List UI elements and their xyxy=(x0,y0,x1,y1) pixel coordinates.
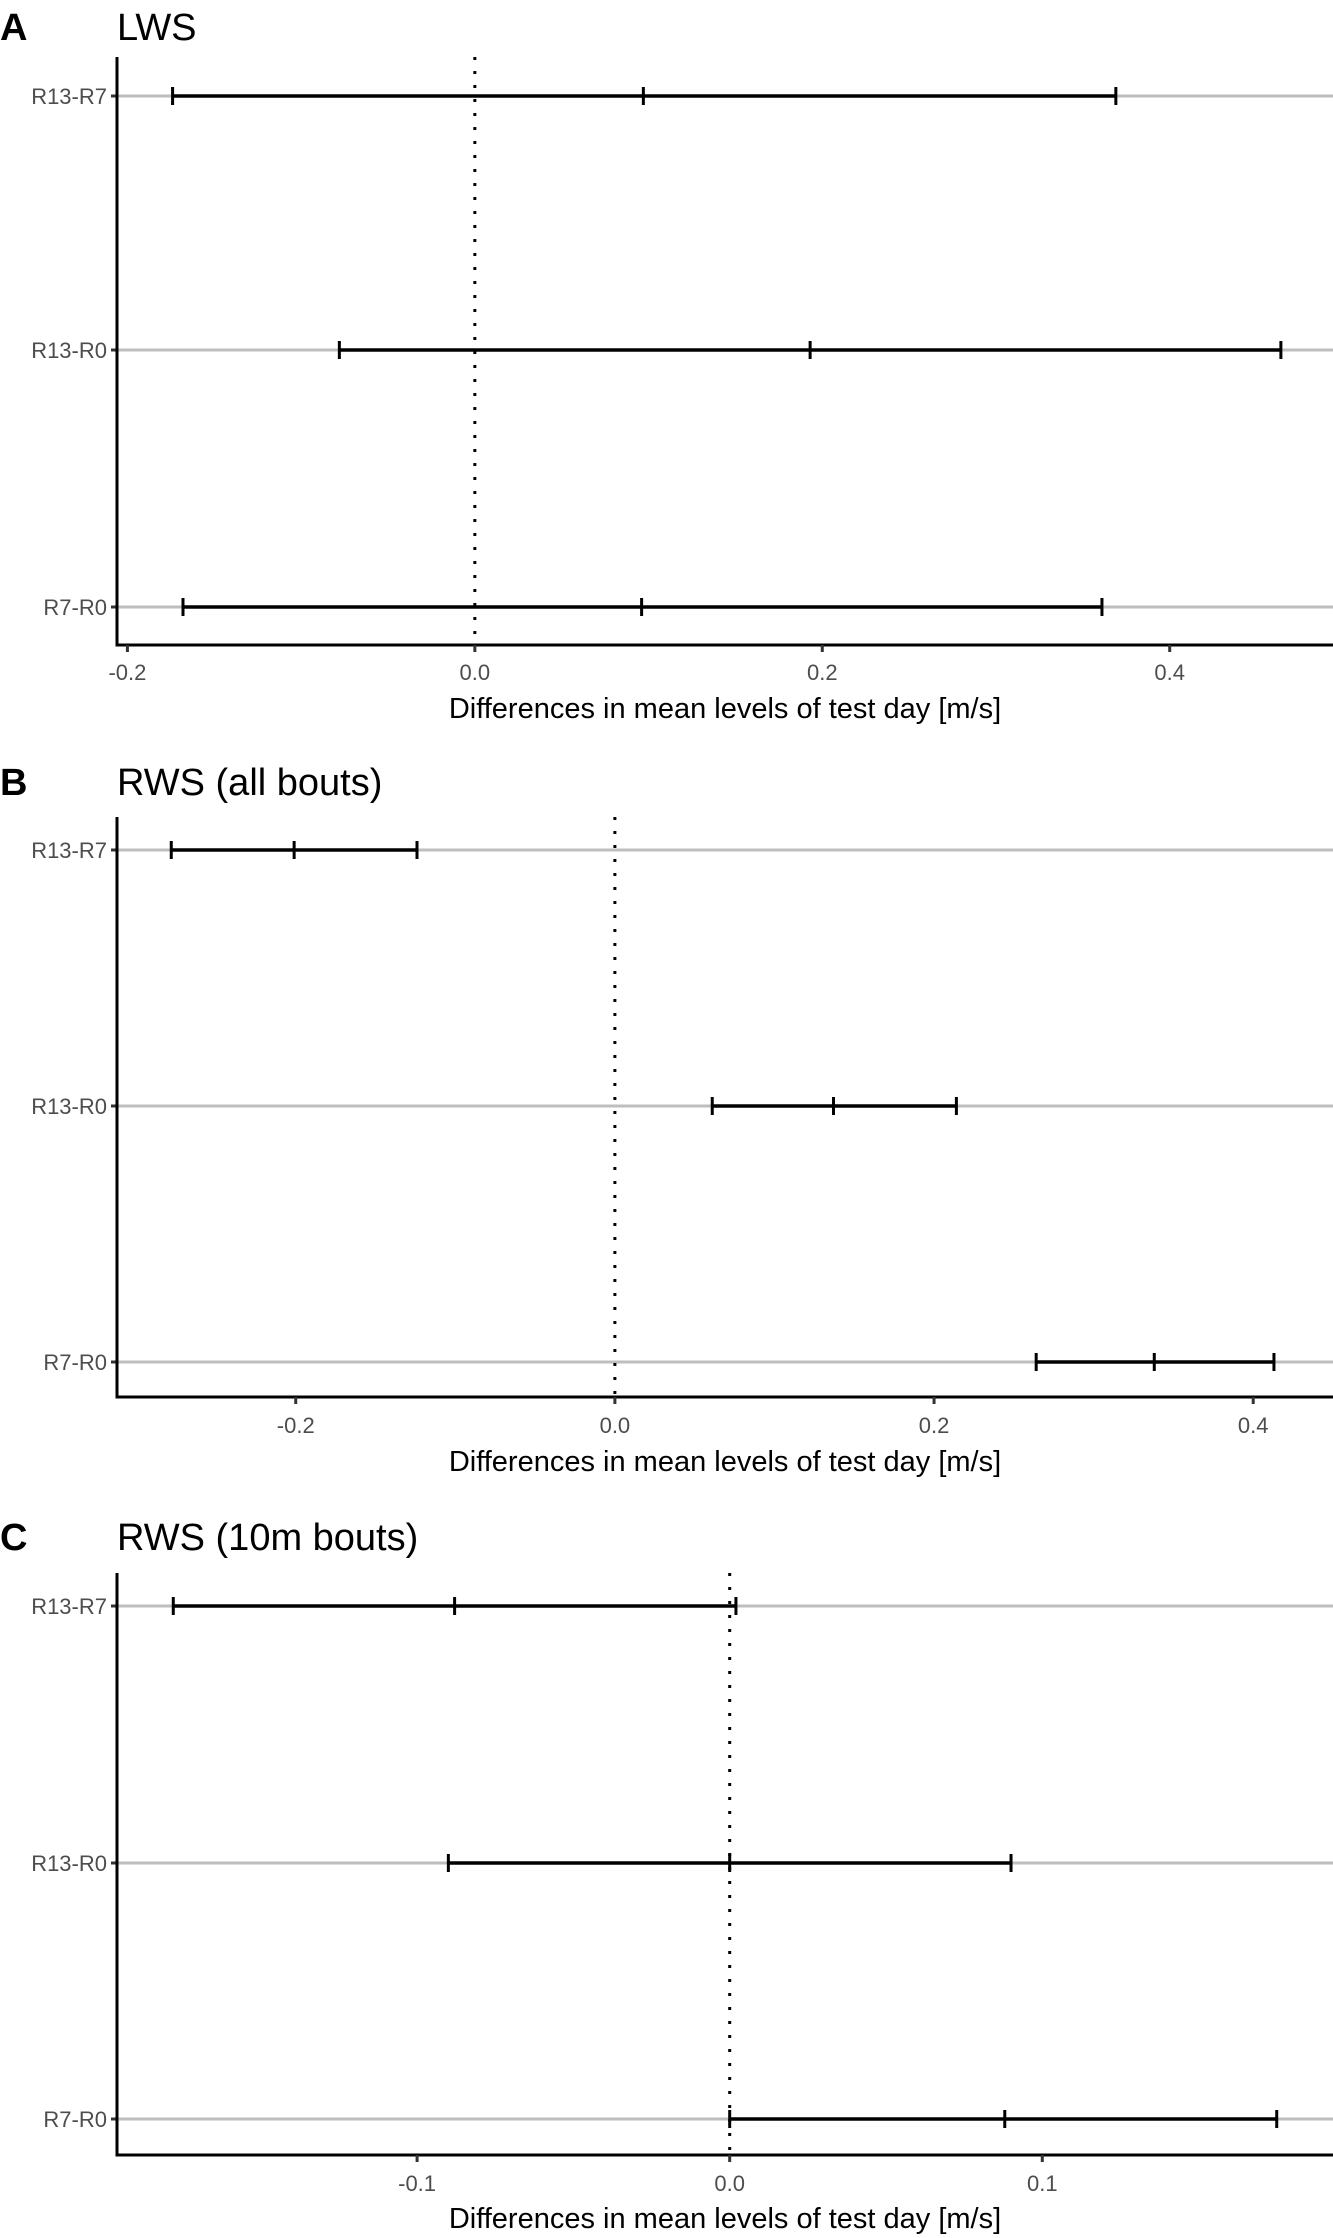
xtick-label: 0.1 xyxy=(1027,2171,1058,2196)
ytick-label: R7-R0 xyxy=(43,1350,107,1375)
interval-r13-r0 xyxy=(710,1097,958,1115)
interval-r7-r0 xyxy=(728,2110,1279,2128)
plot-area: R13-R7 R13-R0 R7-R0 -0.1 0.0 0.1 Differences i… xyxy=(31,1573,1333,2235)
ytick-label: R13-R7 xyxy=(31,1594,107,1619)
xtick-label: -0.2 xyxy=(277,1413,315,1438)
xtick-label: 0.2 xyxy=(919,1413,950,1438)
panel-b-chart: B RWS (all bouts) R13-R7 R13-R0 R7-R0 -0.2 0… xyxy=(0,762,1333,1478)
interval-r13-r0 xyxy=(446,1854,1013,1872)
ytick-label: R13-R0 xyxy=(31,338,107,363)
panel-title: RWS (all bouts) xyxy=(117,762,382,804)
ytick-label: R13-R0 xyxy=(31,1094,107,1119)
xtick-label: 0.2 xyxy=(807,660,838,685)
panel-title: LWS xyxy=(117,7,197,49)
ytick-label: R13-R7 xyxy=(31,838,107,863)
xtick-label: 0.4 xyxy=(1238,1413,1269,1438)
panel-letter: B xyxy=(0,762,27,804)
panel-b: B RWS (all bouts) R13-R7 R13-R0 R7-R0 -0.2 0… xyxy=(0,755,1333,1510)
interval-r7-r0 xyxy=(181,598,1104,616)
xtick-label: 0.0 xyxy=(714,2171,745,2196)
panel-letter: A xyxy=(0,7,27,49)
ytick-label: R13-R0 xyxy=(31,1851,107,1876)
x-axis-title: Differences in mean levels of test day [… xyxy=(449,2203,1001,2235)
interval-r13-r7 xyxy=(169,841,419,859)
ytick-label: R7-R0 xyxy=(43,595,107,620)
interval-r13-r7 xyxy=(171,1597,738,1615)
ytick-label: R13-R7 xyxy=(31,84,107,109)
panel-a-chart: A LWS R13-R7 R13-R0 R7-R0 -0.2 0.0 0.2 0.4 Diff… xyxy=(0,7,1333,725)
xtick-label: 0.4 xyxy=(1154,660,1185,685)
xtick-label: 0.0 xyxy=(460,660,491,685)
interval-r13-r0 xyxy=(337,341,1283,359)
x-axis-title: Differences in mean levels of test day [… xyxy=(449,1446,1001,1478)
x-axis-title: Differences in mean levels of test day [… xyxy=(449,693,1001,725)
panel-a: A LWS R13-R7 R13-R0 R7-R0 -0.2 0.0 0.2 0.4 Diff… xyxy=(0,0,1333,755)
xtick-label: -0.1 xyxy=(398,2171,436,2196)
panel-letter: C xyxy=(0,1517,27,1559)
xtick-label: -0.2 xyxy=(108,660,146,685)
plot-area: R13-R7 R13-R0 R7-R0 -0.2 0.0 0.2 0.4 Difference… xyxy=(31,57,1333,725)
interval-r13-r7 xyxy=(171,87,1118,105)
panel-title: RWS (10m bouts) xyxy=(117,1517,418,1559)
panel-c: C RWS (10m bouts) R13-R7 R13-R0 R7-R0 -0.1 0… xyxy=(0,1510,1333,2238)
ytick-label: R7-R0 xyxy=(43,2107,107,2132)
plot-area: R13-R7 R13-R0 R7-R0 -0.2 0.0 0.2 0.4 Difference… xyxy=(31,817,1333,1478)
interval-r7-r0 xyxy=(1034,1353,1276,1371)
panel-c-chart: C RWS (10m bouts) R13-R7 R13-R0 R7-R0 -0.1 0… xyxy=(0,1517,1333,2235)
xtick-label: 0.0 xyxy=(600,1413,631,1438)
